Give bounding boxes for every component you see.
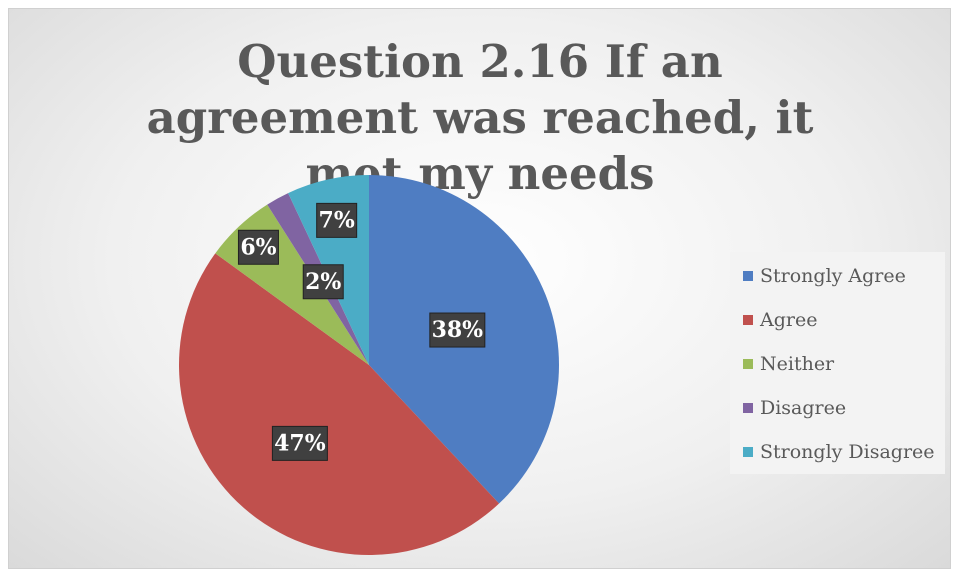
legend-box <box>730 252 945 474</box>
legend-label: Neither <box>760 353 835 375</box>
data-label: 2% <box>305 269 341 295</box>
data-label: 7% <box>319 207 355 233</box>
legend-swatch <box>743 359 753 369</box>
legend-label: Disagree <box>760 397 846 419</box>
data-label-box <box>302 264 344 300</box>
data-label-box <box>237 229 279 265</box>
data-label-box <box>429 312 486 348</box>
legend-swatch <box>743 403 753 413</box>
data-label: 6% <box>240 234 276 260</box>
legend-swatch <box>743 315 753 325</box>
legend-swatch <box>743 271 753 281</box>
legend-label: Strongly Agree <box>760 265 906 287</box>
pie-slice <box>178 253 500 556</box>
data-label: 38% <box>432 317 484 343</box>
data-label-box <box>271 425 328 461</box>
legend-label: Strongly Disagree <box>760 441 935 463</box>
data-label: 47% <box>274 430 326 456</box>
data-label-box <box>316 202 358 238</box>
legend-label: Agree <box>759 309 817 331</box>
legend-swatch <box>743 447 753 457</box>
